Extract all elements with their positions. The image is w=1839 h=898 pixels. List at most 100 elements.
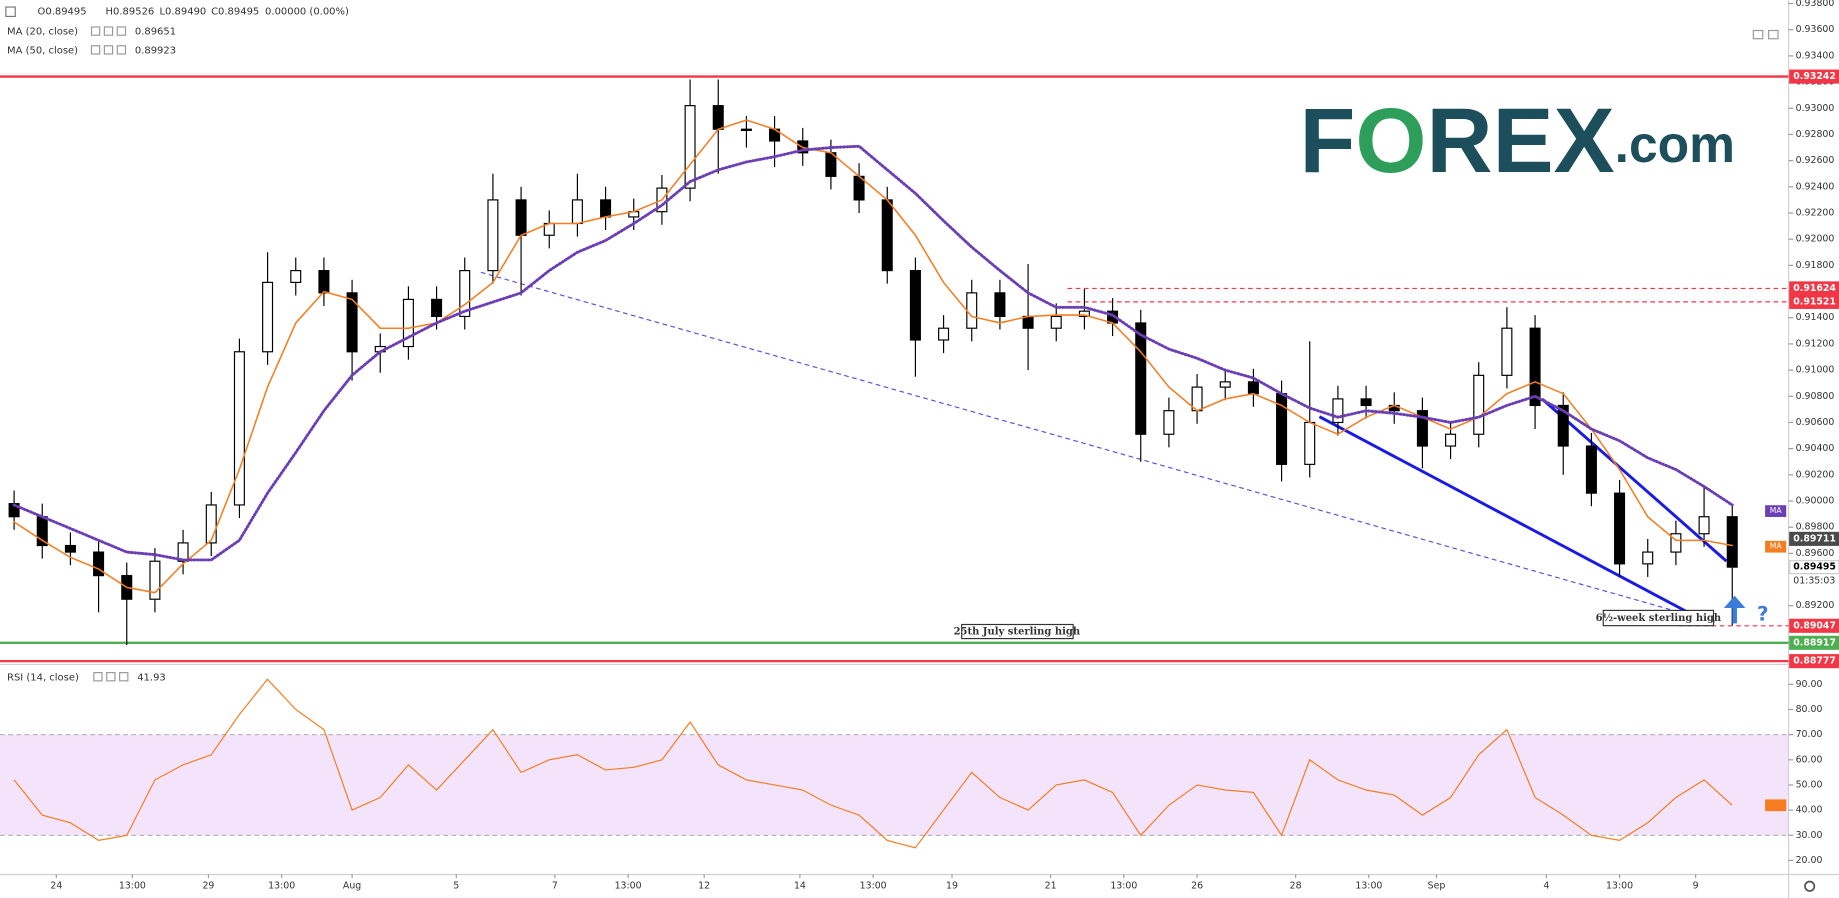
logo-part: REX [1427,90,1615,192]
trend-line [1541,398,1728,563]
rsi-y-tick-label: 30.00 [1796,830,1823,841]
candle-body [1219,381,1231,388]
rsi-tag [1765,799,1787,812]
level-tag-label: 0.88777 [1793,656,1836,667]
rsi-y-tick-label: 20.00 [1796,855,1823,866]
y-tick-label: 0.90600 [1796,417,1835,428]
rsi-band-layer [0,734,1789,836]
y-tick-label: 0.90000 [1796,496,1835,507]
candle-body [909,270,921,341]
legend-ma50-value: 0.89923 [135,45,176,56]
legend-rsi[interactable]: RSI (14, close) [7,672,79,683]
candle-body [1726,516,1738,568]
arrow-icon [1723,595,1746,624]
candle-body [881,199,893,272]
y-tick-label: 0.91400 [1796,312,1835,323]
x-tick-label: 19 [946,881,958,892]
candle-body [1304,421,1316,465]
annotation: 25th July sterling high [954,627,1081,638]
x-tick-label: 13:00 [1355,881,1382,892]
trend-line [480,271,1715,623]
candle-body [938,327,950,341]
moving-average [12,144,1734,562]
y-tick-label: 0.93600 [1796,24,1835,35]
x-tick-label: 7 [552,881,558,892]
x-tick-label: 13:00 [860,881,887,892]
legend-ma20-value: 0.89651 [135,27,176,38]
candle-body [487,199,499,272]
candle-body [1670,533,1682,553]
x-tick-label: Sep [1428,881,1446,892]
candle-body [1360,398,1372,407]
logo-part: .com [1615,115,1735,173]
y-tick-label: 0.91000 [1796,365,1835,376]
moving-average [13,119,1734,594]
price-tag [1789,531,1839,546]
level-tag-label: 0.93242 [1793,71,1836,82]
candle-body [1163,410,1175,435]
y-tick-label: 0.92800 [1796,129,1835,140]
header-change: 0.00000 (0.00%) [265,7,349,18]
x-tick-label: 21 [1045,881,1057,892]
candle-body [1247,381,1259,395]
rsi-y-tick-label: 60.00 [1796,754,1823,765]
x-tick-label: 13:00 [1606,881,1633,892]
x-tick-label: 5 [453,881,459,892]
level-tag-label: 0.88917 [1793,637,1836,648]
candle-body [712,105,724,130]
candle-body [346,292,358,353]
x-tick-label: 29 [202,881,214,892]
x-tick-label: 4 [1543,881,1549,892]
ma-tag [1765,540,1787,553]
x-tick-label: 14 [794,881,806,892]
candle-body [966,292,978,329]
candle-body [1416,410,1428,447]
x-tick-label: Aug [343,881,361,892]
candle-body [571,199,583,225]
candle-body [1698,516,1710,535]
candle-body [459,270,471,318]
y-tick-label: 0.92000 [1796,234,1835,245]
candle-body [1332,398,1344,424]
logo: FOREX.com [1299,90,1735,192]
candle-body [233,351,245,506]
rsi-y-tick-label: 40.00 [1796,805,1823,816]
rsi-band [0,734,1789,836]
candle-body [1585,445,1597,494]
y-tick-label: 0.93400 [1796,50,1835,61]
candle-body [740,128,752,131]
collapse-icon[interactable] [5,6,16,18]
candle-body [431,298,443,318]
settings-icon[interactable] [1804,880,1816,892]
x-tick-label: 24 [50,881,62,892]
logo-part: O [1355,90,1426,192]
legend-ma20[interactable]: MA (20, close) [7,27,78,38]
header-high: H0.89526 [106,7,155,18]
rsi-y-tick-label: 80.00 [1796,704,1823,715]
y-tick-label: 0.89200 [1796,600,1835,611]
x-tick-label: 28 [1290,881,1302,892]
x-tick-label: 12 [698,881,710,892]
candle-body [1642,551,1654,565]
level-tag [1789,618,1839,633]
candle-body [149,560,161,600]
logo-part: F [1299,90,1355,192]
price-tag-label: 0.89495 [1793,562,1836,573]
candle-body [262,281,274,353]
rsi-y-tick-label: 50.00 [1796,779,1823,790]
trend-line [1318,415,1690,615]
y-tick-label: 0.90200 [1796,469,1835,480]
header-low: L0.89490 [160,7,207,18]
ma-tag-label: MA [1770,506,1783,515]
rsi-line [13,678,1733,849]
x-tick-label: 26 [1191,881,1203,892]
level-tag [1789,69,1839,84]
level-tag [1789,635,1839,650]
level-tag-label: 0.91521 [1793,296,1836,307]
y-tick-label: 0.93000 [1796,103,1835,114]
candle-body [1501,327,1513,376]
header-close: C0.89495 [211,7,259,18]
legend-ma50[interactable]: MA (50, close) [7,45,78,56]
candle-body [684,105,696,189]
x-tick-label: 13:00 [1110,881,1137,892]
